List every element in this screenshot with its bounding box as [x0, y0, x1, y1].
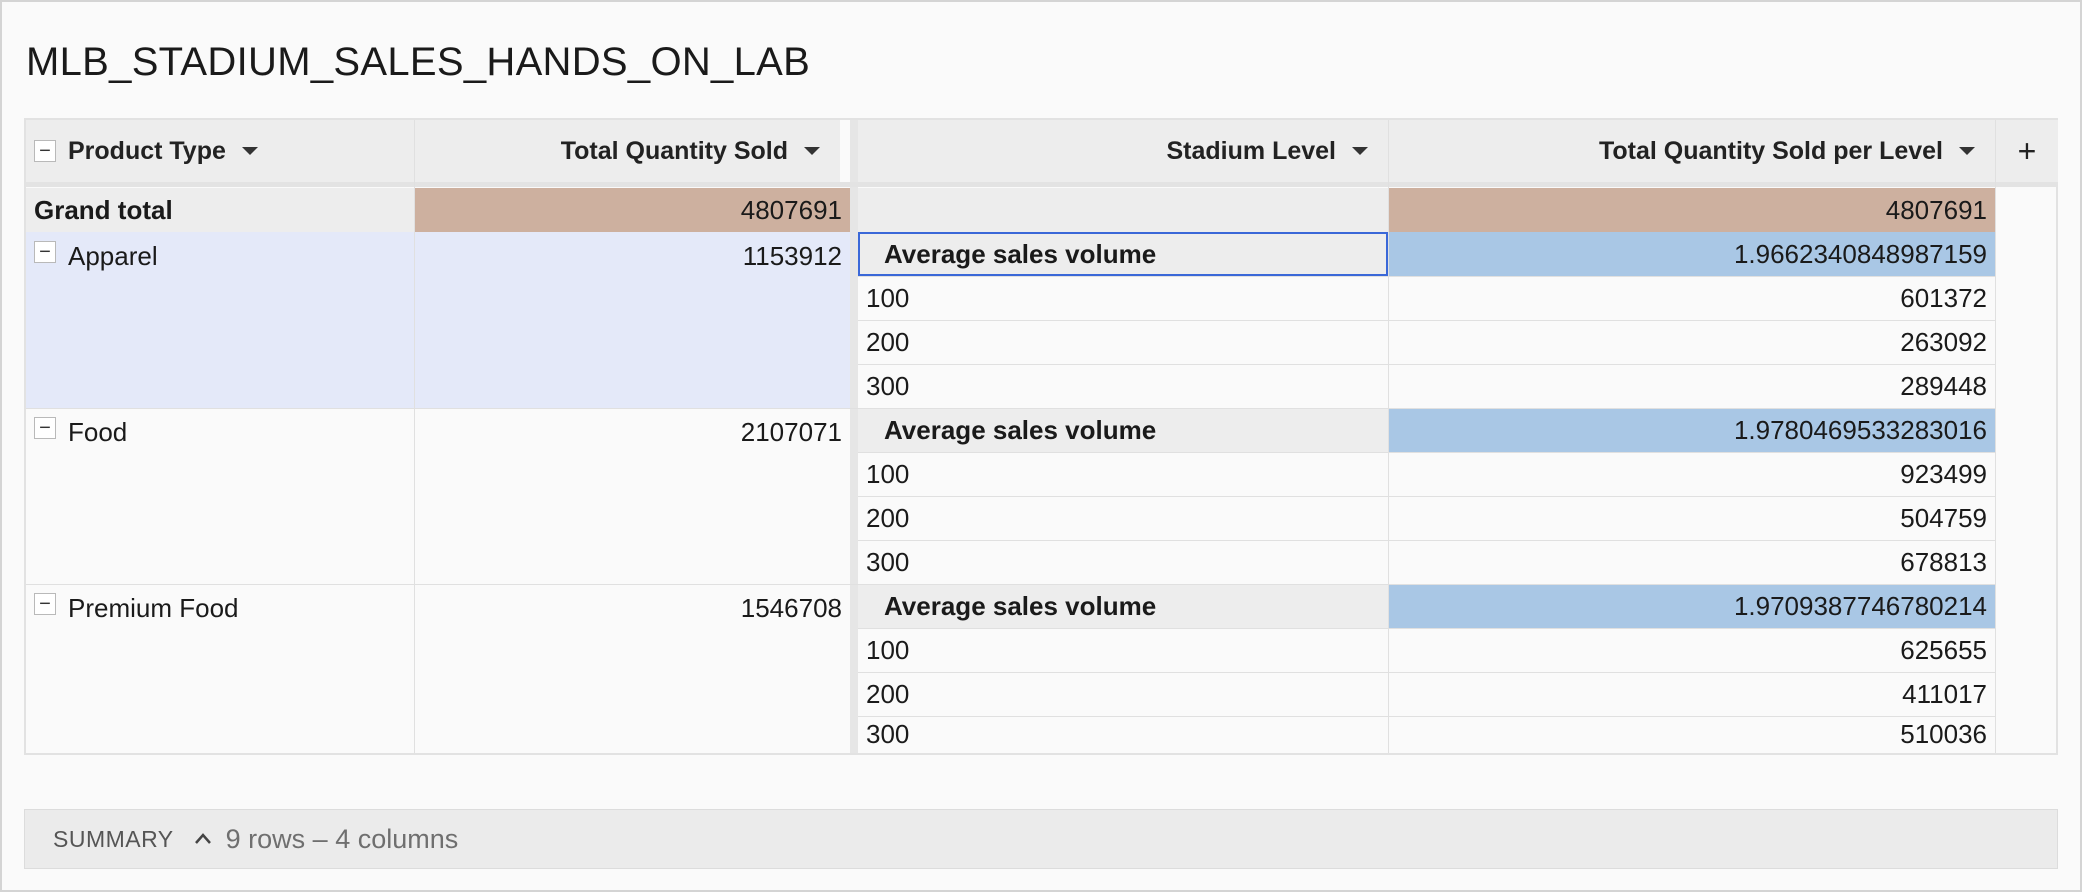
level-quantity-cell[interactable]: 678813	[1900, 546, 1987, 577]
stadium-level-cell[interactable]: 100	[866, 458, 910, 489]
column-divider	[1388, 120, 1389, 753]
column-divider	[1995, 120, 1996, 753]
column-header-label: Total Quantity Sold per Level	[1598, 136, 1943, 165]
row-divider	[858, 276, 1995, 277]
level-quantity-cell[interactable]: 625655	[1900, 634, 1987, 665]
column-header-label: Total Quantity Sold	[560, 136, 788, 165]
column-header-label: Product Type	[68, 136, 226, 165]
group-row-apparel[interactable]: − Apparel	[26, 232, 414, 408]
group-row-food[interactable]: − Food	[26, 408, 414, 584]
pivot-divider	[850, 120, 858, 753]
average-sales-volume-label[interactable]: Average sales volume	[858, 408, 1388, 452]
average-sales-volume-label[interactable]: Average sales volume	[858, 232, 1388, 276]
row-divider	[858, 716, 1995, 717]
pivot-table: − Product Type Total Quantity Sold Stadi…	[24, 118, 2058, 755]
header-divider	[26, 182, 2058, 187]
row-divider	[858, 452, 1995, 453]
summary-row-column-count: 9 rows – 4 columns	[225, 823, 459, 854]
level-quantity-cell[interactable]: 263092	[1900, 326, 1987, 357]
group-total-quantity[interactable]: 1546708	[740, 593, 842, 623]
stadium-level-cell[interactable]: 100	[866, 634, 910, 665]
grand-total-label: Grand total	[26, 188, 414, 232]
chevron-down-icon[interactable]	[241, 147, 258, 155]
grand-total-quantity-per-level[interactable]: 4807691	[1389, 188, 1995, 232]
collapse-icon[interactable]: −	[34, 593, 56, 615]
row-divider	[858, 364, 1995, 365]
column-header-total-quantity-sold[interactable]: Total Quantity Sold	[415, 120, 840, 182]
average-sales-volume-value[interactable]: 1.9662340848987159	[1389, 232, 1995, 276]
collapse-icon[interactable]: −	[34, 417, 56, 439]
group-total-quantity[interactable]: 1153912	[415, 232, 850, 408]
average-sales-volume-value[interactable]: 1.9780469533283016	[1389, 408, 1995, 452]
column-header-label: Stadium Level	[1166, 136, 1337, 165]
group-total-quantity[interactable]: 2107071	[740, 417, 842, 447]
summary-bar[interactable]: SUMMARY 9 rows – 4 columns	[24, 809, 2058, 869]
add-column-button[interactable]: +	[1996, 120, 2058, 182]
stadium-level-cell[interactable]: 300	[866, 719, 910, 749]
stadium-level-cell[interactable]: 300	[866, 546, 910, 577]
row-divider	[858, 320, 1995, 321]
level-quantity-cell[interactable]: 923499	[1900, 458, 1987, 489]
plus-icon: +	[2017, 132, 2037, 169]
row-divider	[858, 540, 1995, 541]
row-divider	[858, 672, 1995, 673]
chevron-down-icon[interactable]	[804, 147, 820, 155]
collapse-all-icon[interactable]: −	[34, 140, 56, 162]
summary-label: SUMMARY	[53, 825, 174, 852]
chevron-down-icon[interactable]	[1352, 147, 1368, 155]
group-name: Food	[68, 417, 128, 447]
group-row-premium-food[interactable]: − Premium Food	[26, 584, 414, 753]
row-divider	[858, 628, 1995, 629]
row-divider	[26, 408, 1995, 409]
column-header-qty-per-level[interactable]: Total Quantity Sold per Level	[1389, 120, 1995, 182]
average-sales-volume-value[interactable]: 1.9709387746780214	[1389, 584, 1995, 628]
stadium-level-cell[interactable]: 200	[866, 678, 910, 709]
stadium-level-cell[interactable]: 300	[866, 370, 910, 401]
group-name: Apparel	[68, 241, 158, 271]
chevron-up-icon[interactable]	[194, 830, 212, 848]
column-header-product-type[interactable]: − Product Type	[26, 120, 414, 182]
level-quantity-cell[interactable]: 510036	[1900, 719, 1987, 749]
stadium-level-cell[interactable]: 200	[866, 502, 910, 533]
column-header-stadium-level[interactable]: Stadium Level	[858, 120, 1388, 182]
level-quantity-cell[interactable]: 411017	[1902, 678, 1987, 709]
stadium-level-cell[interactable]: 200	[866, 326, 910, 357]
level-quantity-cell[interactable]: 289448	[1900, 370, 1987, 401]
collapse-icon[interactable]: −	[34, 241, 56, 263]
average-sales-volume-label[interactable]: Average sales volume	[858, 584, 1388, 628]
column-divider	[414, 120, 415, 753]
group-name: Premium Food	[68, 593, 239, 623]
chevron-down-icon[interactable]	[1959, 147, 1975, 155]
stadium-level-cell[interactable]: 100	[866, 282, 910, 313]
level-quantity-cell[interactable]: 504759	[1900, 502, 1987, 533]
grand-total-level-empty	[858, 188, 1388, 232]
grand-total-quantity[interactable]: 4807691	[415, 188, 850, 232]
row-divider	[858, 496, 1995, 497]
level-quantity-cell[interactable]: 601372	[1900, 282, 1987, 313]
row-divider	[26, 584, 1995, 585]
page-title: MLB_STADIUM_SALES_HANDS_ON_LAB	[26, 40, 811, 84]
